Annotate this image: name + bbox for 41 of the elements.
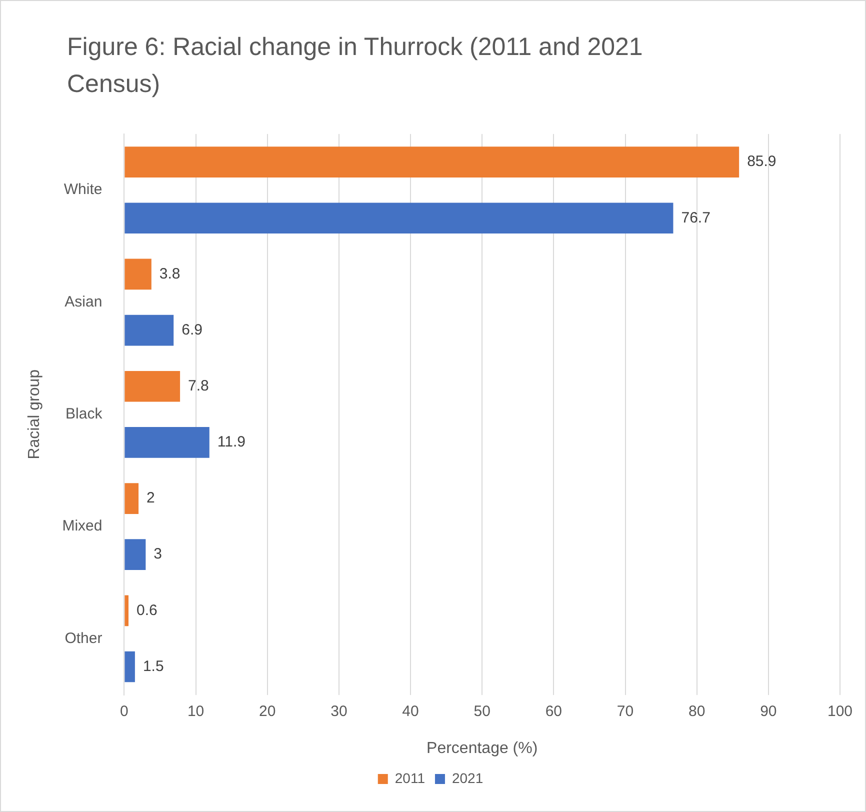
x-tick-label: 30: [330, 702, 348, 720]
data-label: 7.8: [188, 378, 209, 394]
bar: [124, 146, 740, 178]
data-label: 85.9: [747, 153, 776, 170]
bar: [124, 314, 174, 346]
y-tick-label: White: [64, 181, 102, 198]
x-tick-label: 40: [402, 702, 419, 720]
y-tick-label: Mixed: [62, 518, 102, 535]
data-label: 1.5: [142, 658, 164, 675]
legend-label: 2011: [394, 770, 426, 786]
x-tick-label: 70: [616, 702, 634, 720]
bar: [124, 258, 152, 290]
x-tick-label: 50: [474, 702, 490, 720]
legend-label: 2021: [452, 770, 484, 786]
x-tick-label: 100: [827, 702, 853, 720]
bar: [124, 483, 139, 514]
bar: [124, 595, 129, 626]
bar: [124, 427, 210, 458]
bar: [124, 651, 135, 682]
chart-title: Figure 6: Racial change in Thurrock (2011 and 2021 Census): [67, 32, 644, 100]
y-axis-title: Racial group: [26, 369, 44, 460]
data-label: 3.8: [159, 265, 180, 282]
x-tick-label: 10: [187, 702, 204, 720]
data-label: 11.9: [217, 434, 246, 451]
bar: [124, 539, 146, 570]
x-tick-label: 0: [120, 702, 128, 720]
x-tick-label: 60: [545, 702, 562, 720]
x-tick-label: 20: [259, 702, 276, 720]
x-axis-title: Percentage (%): [426, 740, 538, 757]
data-label: 3: [154, 546, 162, 563]
x-tick-label: 90: [760, 702, 777, 720]
y-tick-label: Other: [64, 630, 102, 647]
y-tick-label: Asian: [64, 293, 102, 310]
data-label: 0.6: [136, 602, 158, 619]
x-tick-label: 80: [688, 702, 706, 720]
data-label: 2: [146, 490, 155, 507]
bar: [124, 370, 180, 402]
bar: [124, 202, 674, 234]
y-tick-label: Black: [66, 406, 103, 423]
data-label: 76.7: [681, 209, 710, 226]
data-label: 6.9: [182, 321, 202, 338]
